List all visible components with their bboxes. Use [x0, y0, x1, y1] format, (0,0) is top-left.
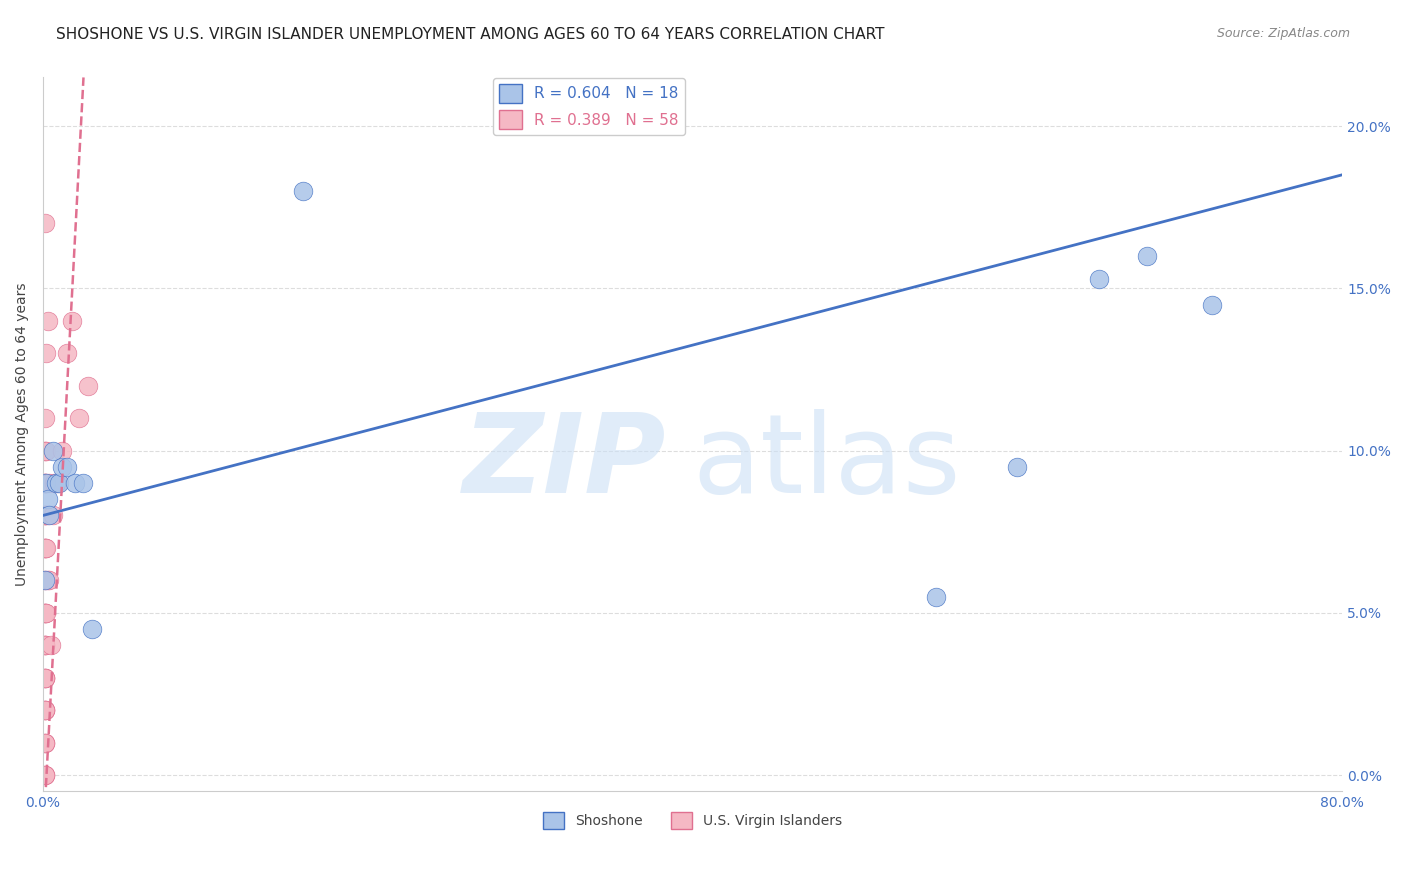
Point — [34, 411, 56, 425]
Point — [34, 541, 56, 555]
Point — [34, 574, 56, 588]
Point — [48, 476, 70, 491]
Point — [34, 736, 56, 750]
Point — [72, 476, 94, 491]
Point — [56, 459, 79, 474]
Text: ZIP: ZIP — [463, 409, 666, 516]
Point — [34, 703, 56, 717]
Point — [1007, 459, 1029, 474]
Point — [1136, 249, 1159, 263]
Point — [35, 476, 58, 491]
Point — [37, 508, 59, 523]
Point — [46, 476, 69, 491]
Point — [34, 574, 56, 588]
Point — [34, 638, 56, 652]
Point — [38, 476, 60, 491]
Point — [34, 443, 56, 458]
Point — [77, 378, 100, 392]
Point — [37, 574, 59, 588]
Point — [34, 671, 56, 685]
Point — [34, 606, 56, 620]
Point — [34, 217, 56, 231]
Point — [44, 476, 66, 491]
Point — [34, 508, 56, 523]
Point — [34, 736, 56, 750]
Point — [34, 768, 56, 782]
Point — [37, 314, 59, 328]
Text: Source: ZipAtlas.com: Source: ZipAtlas.com — [1216, 27, 1350, 40]
Point — [1201, 297, 1223, 311]
Point — [34, 768, 56, 782]
Point — [41, 508, 63, 523]
Point — [56, 346, 79, 360]
Text: atlas: atlas — [693, 409, 962, 516]
Point — [35, 541, 58, 555]
Point — [34, 541, 56, 555]
Point — [34, 476, 56, 491]
Point — [38, 508, 60, 523]
Y-axis label: Unemployment Among Ages 60 to 64 years: Unemployment Among Ages 60 to 64 years — [15, 283, 30, 586]
Point — [34, 508, 56, 523]
Point — [37, 492, 59, 507]
Point — [34, 508, 56, 523]
Point — [80, 622, 103, 636]
Point — [34, 476, 56, 491]
Point — [34, 574, 56, 588]
Legend: Shoshone, U.S. Virgin Islanders: Shoshone, U.S. Virgin Islanders — [538, 806, 848, 834]
Point — [34, 671, 56, 685]
Point — [51, 459, 73, 474]
Point — [1087, 271, 1109, 285]
Point — [34, 638, 56, 652]
Point — [34, 508, 56, 523]
Point — [34, 703, 56, 717]
Point — [34, 541, 56, 555]
Point — [35, 443, 58, 458]
Text: SHOSHONE VS U.S. VIRGIN ISLANDER UNEMPLOYMENT AMONG AGES 60 TO 64 YEARS CORRELAT: SHOSHONE VS U.S. VIRGIN ISLANDER UNEMPLO… — [56, 27, 884, 42]
Point — [41, 443, 63, 458]
Point — [34, 606, 56, 620]
Point — [60, 314, 83, 328]
Point — [925, 590, 948, 604]
Point — [34, 606, 56, 620]
Point — [51, 443, 73, 458]
Point — [34, 671, 56, 685]
Point — [34, 671, 56, 685]
Point — [35, 346, 58, 360]
Point — [67, 411, 90, 425]
Point — [34, 703, 56, 717]
Point — [34, 768, 56, 782]
Point — [65, 476, 87, 491]
Point — [34, 476, 56, 491]
Point — [34, 476, 56, 491]
Point — [34, 541, 56, 555]
Point — [38, 574, 60, 588]
Point — [291, 184, 314, 198]
Point — [34, 606, 56, 620]
Point — [34, 638, 56, 652]
Point — [34, 638, 56, 652]
Point — [39, 638, 62, 652]
Point — [45, 476, 67, 491]
Point — [35, 606, 58, 620]
Point — [34, 443, 56, 458]
Point — [34, 736, 56, 750]
Point — [34, 703, 56, 717]
